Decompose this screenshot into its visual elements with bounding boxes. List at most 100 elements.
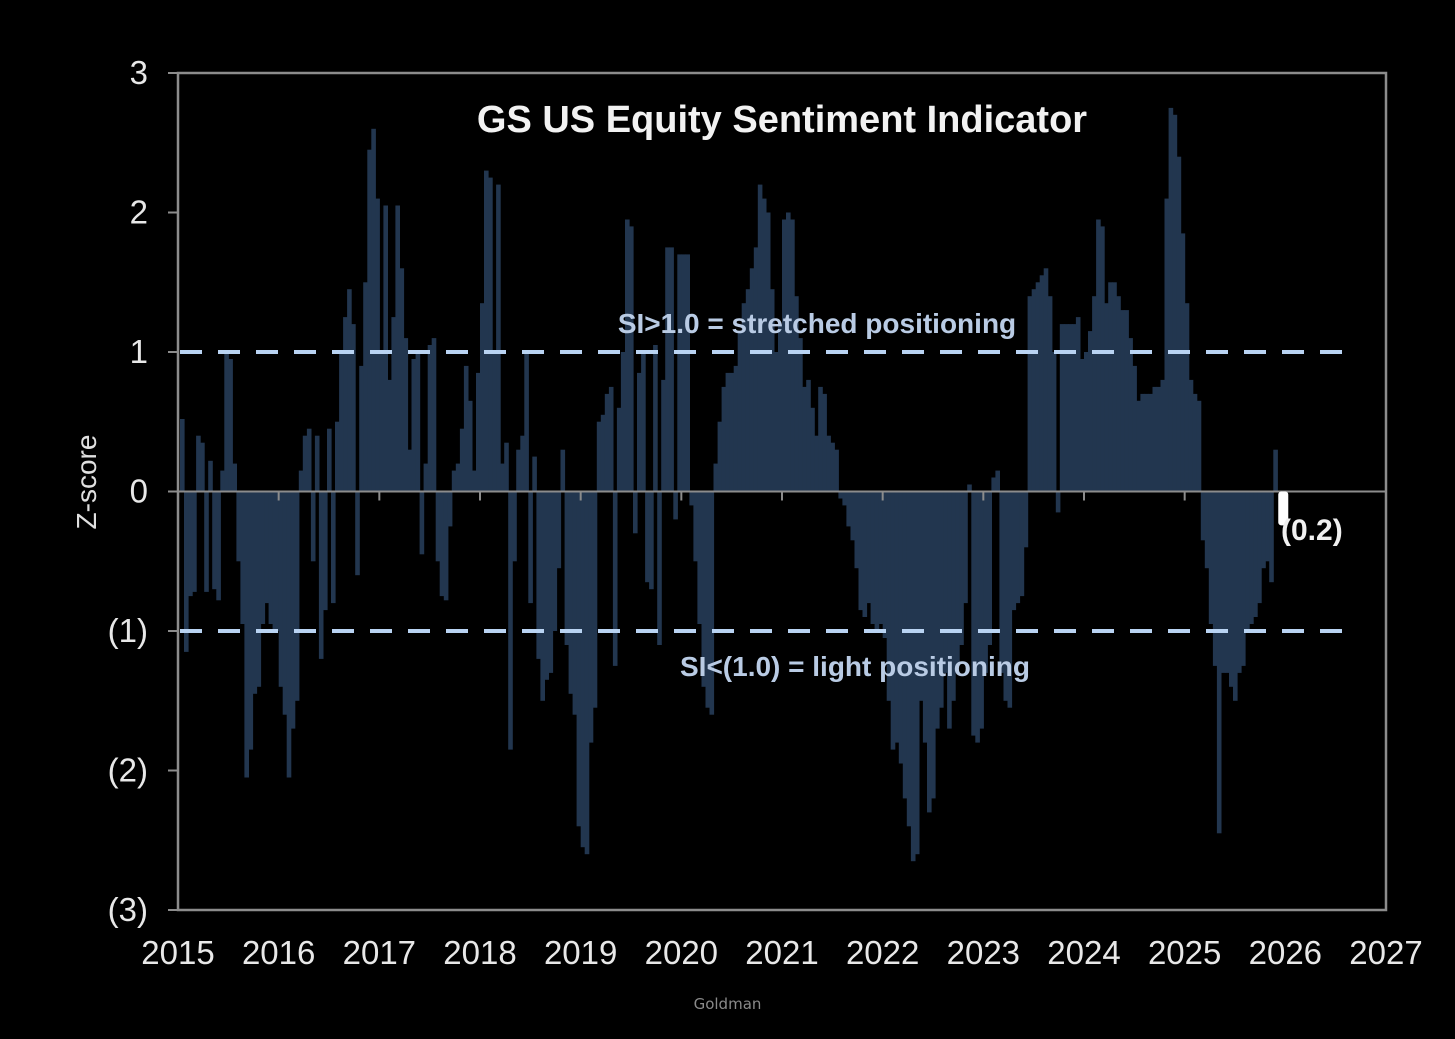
bar	[564, 491, 570, 645]
bar	[1088, 331, 1093, 492]
bar	[592, 491, 598, 708]
bar	[1031, 289, 1037, 492]
bar	[943, 491, 948, 673]
reference-lines	[180, 350, 1346, 633]
bar	[645, 491, 650, 583]
bar	[180, 419, 185, 492]
bar	[761, 198, 767, 492]
bar	[641, 352, 646, 492]
bar	[1192, 393, 1198, 492]
bar	[737, 331, 743, 492]
chart-title: GS US Equity Sentiment Indicator	[477, 99, 1087, 141]
bar	[588, 491, 594, 743]
x-tick-label: 2024	[1047, 934, 1120, 971]
bar	[331, 491, 336, 604]
bar	[576, 491, 582, 827]
bar	[806, 379, 811, 492]
bar	[359, 365, 364, 492]
bar	[395, 205, 400, 492]
bar	[488, 177, 493, 492]
bar	[1140, 393, 1145, 492]
bar	[625, 219, 630, 492]
bar	[232, 463, 237, 492]
bar	[600, 414, 606, 492]
bar	[1120, 310, 1125, 492]
bar	[367, 149, 372, 492]
x-tick-label: 2021	[745, 934, 818, 971]
x-tick-label: 2027	[1349, 934, 1422, 971]
bar	[1245, 491, 1250, 631]
bar	[947, 491, 952, 729]
bar	[596, 421, 602, 492]
bar	[1168, 107, 1174, 492]
bar	[1124, 310, 1129, 492]
bar	[1249, 491, 1254, 624]
x-tick-label: 2022	[846, 934, 919, 971]
bar	[1015, 491, 1021, 604]
bar	[1237, 491, 1242, 673]
bar	[1011, 491, 1017, 611]
bar	[995, 470, 1000, 492]
bar	[1257, 491, 1262, 604]
bar	[496, 184, 501, 492]
bar	[282, 491, 288, 715]
last-value-label: (0.2)	[1281, 514, 1343, 547]
bar	[391, 317, 396, 492]
bar	[484, 170, 489, 492]
bar	[939, 491, 944, 708]
bar	[669, 247, 674, 492]
bar	[846, 491, 851, 527]
bar	[1216, 491, 1222, 834]
bar	[987, 491, 992, 645]
bar	[1152, 386, 1158, 492]
bar	[467, 400, 473, 492]
bar	[1265, 491, 1270, 562]
bar	[830, 442, 835, 492]
bar	[733, 365, 739, 492]
bar	[476, 372, 481, 492]
x-tick-label: 2017	[343, 934, 416, 971]
bar	[874, 491, 880, 631]
bar	[1233, 491, 1238, 701]
bar	[661, 379, 666, 492]
bar	[272, 491, 280, 631]
bar	[208, 460, 213, 492]
bar	[1075, 317, 1081, 492]
bar	[439, 491, 445, 597]
bar	[778, 324, 783, 492]
bar	[822, 393, 827, 492]
bar	[431, 338, 437, 492]
bar	[347, 289, 352, 492]
bar	[935, 491, 940, 729]
bar	[612, 491, 618, 666]
bar	[1204, 491, 1210, 569]
bar	[294, 491, 300, 701]
x-tick-label: 2018	[443, 934, 516, 971]
bar	[882, 491, 888, 638]
bar	[959, 491, 964, 645]
y-tick-label: 2	[130, 194, 148, 231]
bar	[399, 268, 405, 492]
bar	[967, 484, 972, 492]
bar	[971, 491, 976, 736]
bar	[689, 491, 694, 506]
bar	[375, 198, 380, 492]
bar	[757, 184, 763, 492]
bar	[339, 352, 344, 492]
bar	[1019, 491, 1025, 597]
bar	[633, 491, 638, 534]
bar	[1220, 491, 1226, 673]
bar	[335, 421, 340, 492]
light-positioning-annotation: SI<(1.0) = light positioning	[680, 651, 1030, 682]
bar	[657, 491, 662, 645]
bar	[834, 449, 839, 492]
bar	[1027, 296, 1033, 492]
bar	[355, 491, 360, 576]
bar	[1241, 491, 1246, 666]
bar	[548, 491, 554, 673]
bar	[220, 470, 225, 492]
bar	[188, 491, 193, 597]
bar	[693, 491, 698, 562]
bar	[1104, 303, 1109, 492]
bar	[1071, 324, 1077, 492]
